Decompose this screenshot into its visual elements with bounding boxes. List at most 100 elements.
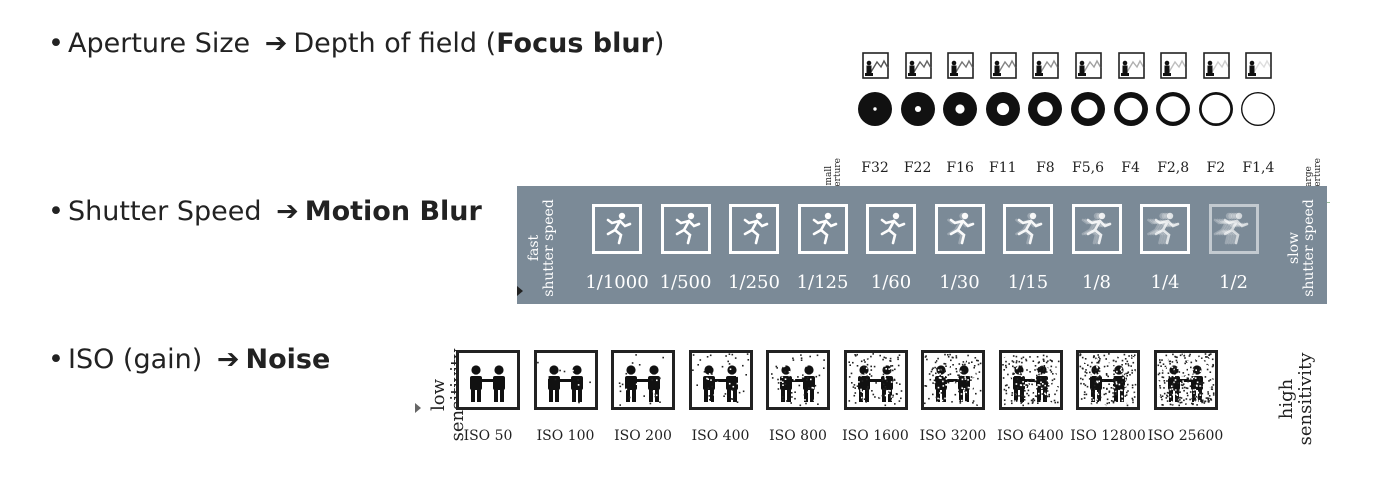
two-people-frame — [998, 350, 1063, 410]
two-people-frame — [843, 350, 908, 410]
two-people-icon — [1156, 353, 1214, 407]
running-figure-frame — [934, 204, 985, 254]
triangle-marker-icon — [415, 403, 421, 413]
aperture-stop-label: F1,4 — [1242, 160, 1275, 176]
landscape-thumbnail-icon — [1160, 52, 1187, 79]
iso-end-label-line1: high — [1276, 378, 1297, 420]
landscape-thumbnail-icon — [989, 52, 1017, 79]
iso-level-label: ISO 3200 — [919, 428, 987, 444]
running-figure-frame — [866, 204, 916, 254]
aperture-opening-icon — [1198, 92, 1233, 126]
bullet-dot: • — [48, 344, 64, 375]
running-figure-frame — [1071, 204, 1122, 254]
two-people-icon — [691, 353, 749, 406]
two-people-icon — [1079, 353, 1137, 407]
aperture-scale: small aperture large aperture F32 F22 F16 F… — [824, 52, 1330, 203]
aperture-stop-label: F8 — [1036, 160, 1055, 176]
aperture-stop-label: F16 — [946, 160, 974, 176]
bullet-dot: • — [48, 196, 64, 227]
iso-level-label: ISO 200 — [614, 428, 672, 444]
bullet-shutter-prefix: Shutter Speed — [68, 196, 262, 227]
iso-level-label: ISO 12800 — [1070, 428, 1146, 444]
shutter-speed-label: 1/125 — [796, 272, 849, 293]
bullet-iso-bold: Noise — [245, 344, 331, 375]
shutter-speed-label: 1/15 — [1007, 272, 1049, 293]
aperture-stop-label: F5,6 — [1072, 160, 1104, 176]
bullet-shutter-bold: Motion Blur — [304, 196, 482, 227]
iso-end-label-line2: sensitivity — [1295, 352, 1316, 446]
aperture-stop-label: F11 — [989, 160, 1017, 176]
iso-level-label: ISO 25600 — [1147, 428, 1224, 444]
aperture-opening-icon — [985, 92, 1020, 126]
shutter-end-label-line1: slow — [1286, 231, 1302, 265]
running-figure-icon — [1081, 212, 1111, 245]
shutter-start-label-line1: fast — [526, 234, 542, 262]
shutter-end-label-line2: shutter speed — [1301, 199, 1317, 297]
two-people-icon — [1001, 353, 1060, 407]
aperture-opening-icon — [943, 92, 978, 126]
bullet-aperture-prefix: Aperture Size — [68, 28, 251, 59]
landscape-thumbnail-icon — [1032, 52, 1060, 79]
aperture-opening-icon — [1028, 92, 1063, 126]
bullet-aperture-suffix: ) — [653, 28, 665, 59]
landscape-thumbnail-icon — [1202, 52, 1230, 79]
running-figure-icon — [1213, 212, 1248, 245]
running-figure-frame — [1208, 204, 1259, 254]
shutter-speed-label: 1/1000 — [585, 272, 649, 293]
bullet-iso-prefix: ISO (gain) — [68, 344, 203, 375]
running-figure-icon — [880, 212, 906, 245]
iso-scale: low sensitivity high sensitivity ISO 50 I… — [415, 340, 1345, 460]
landscape-thumbnail-icon — [862, 52, 889, 79]
two-people-icon — [924, 353, 982, 407]
aperture-opening-icon — [900, 92, 935, 126]
iso-level-label: ISO 800 — [769, 428, 827, 444]
shutter-speed-label: 1/8 — [1082, 272, 1111, 293]
arrow-icon: ➔ — [276, 196, 299, 227]
two-people-frame — [1153, 350, 1218, 410]
running-figure-icon — [946, 212, 974, 245]
shutter-start-label-line2: shutter speed — [541, 199, 557, 297]
two-people-icon — [536, 355, 591, 404]
aperture-stop-label: F2 — [1206, 160, 1226, 176]
landscape-thumbnail-icon — [1245, 52, 1273, 79]
bullet-aperture-middle: Depth of field ( — [293, 28, 497, 59]
aperture-stop-label: F4 — [1121, 160, 1140, 176]
aperture-opening-icon — [1113, 92, 1148, 126]
bullet-aperture-bold: Focus blur — [496, 28, 654, 59]
two-people-icon — [618, 354, 671, 406]
iso-end-label: high sensitivity — [1276, 340, 1316, 458]
two-people-frame — [533, 350, 598, 410]
landscape-thumbnail-icon — [947, 52, 974, 79]
two-people-frame — [766, 350, 830, 410]
running-figure-icon — [1015, 212, 1043, 245]
two-people-frame — [688, 350, 753, 410]
aperture-stop-label: F22 — [903, 160, 932, 176]
bullet-shutter: • Shutter Speed ➔ Motion Blur — [48, 196, 482, 227]
running-figure-frame — [729, 204, 779, 254]
iso-level-label: ISO 400 — [691, 428, 750, 444]
shutter-speed-label: 1/4 — [1150, 272, 1180, 293]
arrow-icon: ➔ — [264, 28, 288, 59]
landscape-thumbnail-icon — [904, 52, 932, 79]
triangle-marker-icon — [517, 286, 523, 296]
two-people-frame — [611, 350, 675, 410]
landscape-thumbnail-icon — [1117, 52, 1145, 79]
bullet-aperture: • Aperture Size ➔ Depth of field (Focus bl… — [48, 28, 664, 59]
running-figure-frame — [660, 204, 711, 254]
shutter-speed-label: 1/30 — [939, 272, 980, 293]
iso-level-label: ISO 6400 — [997, 428, 1064, 444]
two-people-frame — [921, 350, 985, 410]
shutter-end-label: slow shutter speed — [1286, 198, 1317, 298]
running-figure-frame — [592, 204, 642, 254]
shutter-scale: fast shutter speed slow shutter speed 1/… — [517, 186, 1327, 304]
iso-start-label-line1: low — [428, 379, 449, 412]
two-people-frame — [456, 350, 520, 410]
iso-level-label: ISO 50 — [463, 428, 513, 444]
landscape-thumbnail-icon — [1075, 52, 1102, 79]
shutter-speed-label: 1/2 — [1219, 272, 1248, 293]
running-figure-frame — [1003, 204, 1053, 254]
aperture-opening-icon — [1156, 92, 1191, 126]
running-figure-icon — [812, 212, 837, 245]
two-people-icon — [470, 365, 505, 402]
shutter-speed-label: 1/500 — [659, 272, 712, 293]
